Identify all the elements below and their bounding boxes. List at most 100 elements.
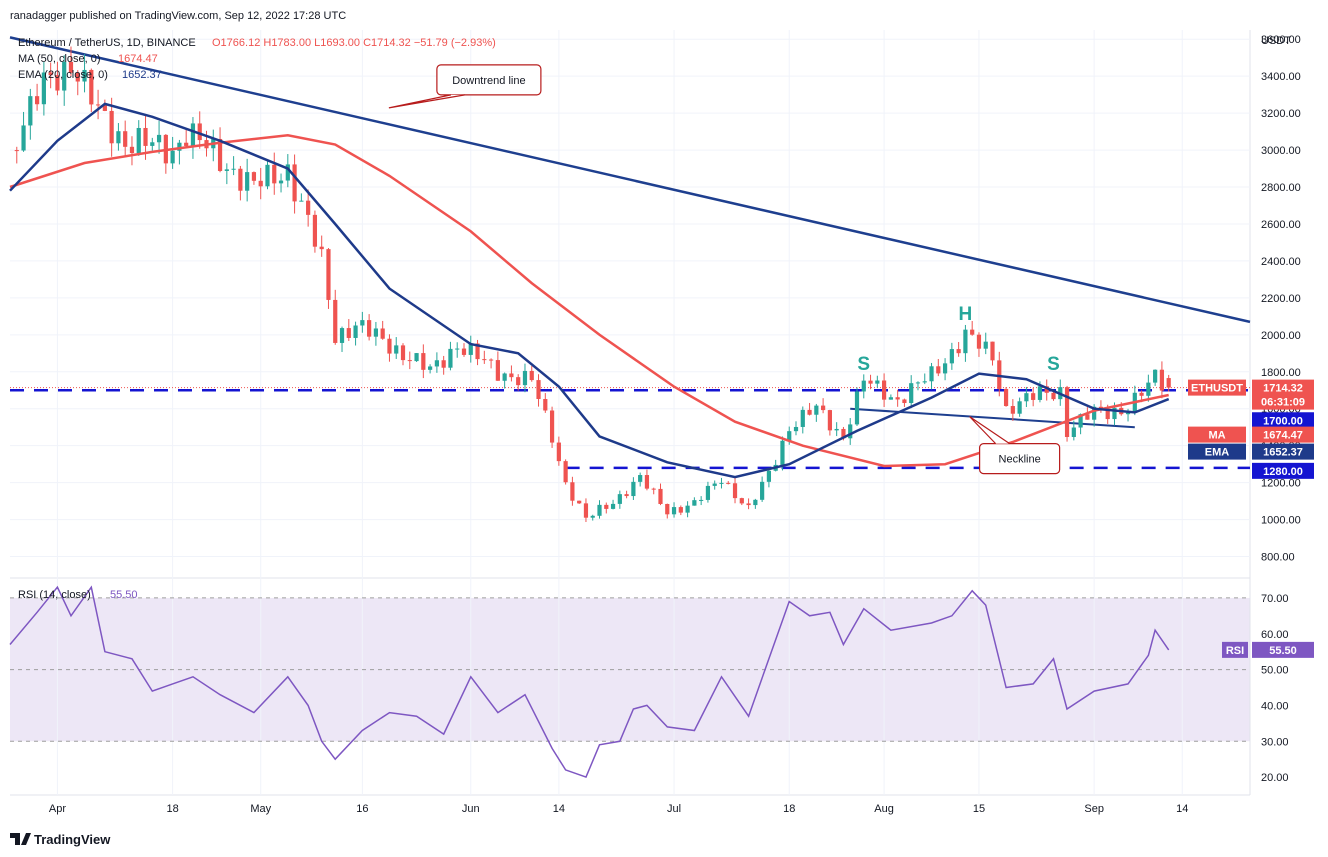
price-tick-label: 2800.00 — [1261, 182, 1301, 194]
candle-body — [922, 381, 927, 383]
candle-body — [875, 380, 880, 384]
candle-body — [746, 503, 751, 506]
candle-body — [841, 428, 846, 439]
candles — [14, 46, 1171, 523]
annotations: Downtrend line Neckline S H S — [388, 64, 1061, 475]
candle-body — [1024, 393, 1029, 402]
candle-body — [624, 494, 629, 497]
ohlc-values: O1766.12 H1783.00 L1693.00 C1714.32 −51.… — [212, 37, 496, 49]
candle-body — [936, 366, 941, 374]
rsi-legend[interactable]: RSI (14, close) — [18, 589, 91, 601]
price-tag-label: ETHUSDT — [1191, 383, 1243, 395]
candle-body — [190, 123, 196, 146]
candle-body — [353, 325, 358, 338]
price-tick-label: 2600.00 — [1261, 219, 1301, 231]
legend-rsi: RSI (14, close) 55.50 — [18, 589, 138, 601]
candle-body — [482, 359, 487, 361]
candle-body — [306, 200, 311, 215]
price-tag-value-bg — [1252, 379, 1314, 410]
instrument-title[interactable]: Ethereum / TetherUS, 1D, BINANCE — [18, 37, 196, 49]
candle-body — [692, 500, 697, 506]
ema-legend[interactable]: EMA (20, close, 0) — [18, 69, 108, 81]
candle-body — [678, 507, 683, 513]
ema-legend-value: 1652.37 — [122, 69, 162, 81]
rsi-axis[interactable]: 20.00 30.00 40.00 50.00 60.00 70.00 — [1261, 593, 1289, 784]
candle-body — [143, 127, 148, 146]
published-by: ranadagger published on TradingView.com,… — [10, 10, 346, 22]
candle-body — [21, 125, 26, 151]
candle-body — [1010, 406, 1015, 414]
candle-body — [394, 345, 399, 354]
support-levels — [10, 387, 1250, 470]
downtrend-trendline — [9, 36, 1251, 324]
candle-body — [1159, 369, 1165, 391]
tradingview-brand: TradingView — [34, 832, 111, 847]
candle-body — [129, 146, 135, 154]
candle-body — [197, 123, 202, 141]
candle-body — [367, 320, 372, 337]
rsi-tag-value-bg — [1252, 641, 1314, 658]
candle-body — [807, 409, 812, 415]
candle-body — [224, 169, 229, 171]
candle-body — [529, 370, 534, 381]
candle-body — [760, 481, 765, 500]
price-tick-label: 1000.00 — [1261, 515, 1301, 527]
candle-body — [909, 383, 914, 404]
candle-body — [1003, 388, 1009, 407]
candle-body — [848, 424, 853, 439]
rsi-tick-label: 60.00 — [1261, 629, 1289, 641]
candle-body — [35, 96, 40, 105]
candle-body — [766, 470, 772, 482]
tradingview-logo[interactable]: TradingView — [10, 832, 111, 847]
candle-body — [604, 504, 609, 509]
candle-body — [881, 380, 887, 400]
candle-body — [312, 214, 318, 247]
candle-body — [339, 328, 345, 343]
candle-body — [265, 164, 270, 187]
price-tags: ETHUSDT 1714.32 06:31:09 1700.00 1280.00 MA 16… — [1188, 379, 1314, 658]
candle-body — [109, 110, 114, 144]
candle-body — [231, 168, 236, 170]
candle-body — [177, 142, 182, 151]
candle-body — [658, 488, 663, 504]
candle-body — [251, 172, 257, 181]
callout-pointer — [969, 416, 1010, 445]
candle-body — [217, 138, 223, 171]
candle-body — [41, 72, 46, 105]
candle-body — [150, 142, 155, 146]
neckline-label: Neckline — [999, 454, 1041, 466]
candle-body — [814, 405, 819, 415]
candle-body — [780, 440, 785, 465]
candle-body — [719, 482, 724, 484]
candle-body — [1146, 382, 1151, 396]
candle-body — [590, 515, 595, 518]
price-tick-label: 2000.00 — [1261, 330, 1301, 342]
price-tag-value: 1714.32 — [1263, 383, 1303, 395]
candle-body — [1031, 393, 1036, 400]
candle-body — [68, 61, 74, 73]
candle-body — [502, 373, 507, 381]
rsi-tick-label: 20.00 — [1261, 772, 1289, 784]
time-axis[interactable]: Apr 18 May 16 Jun 14 Jul 18 Aug 15 Sep 14 — [49, 803, 1188, 815]
candle-body — [299, 200, 304, 202]
ma-legend[interactable]: MA (50, close, 0) — [18, 53, 101, 65]
level-tag-bg — [1252, 412, 1314, 429]
candle-body — [1085, 414, 1090, 420]
candle-body — [475, 343, 480, 360]
candle-body — [651, 488, 656, 490]
ma-50-line — [9, 134, 1169, 468]
time-tick-label: Aug — [874, 803, 894, 815]
candle-body — [1125, 412, 1131, 415]
pattern-label: H — [959, 304, 973, 325]
price-axis[interactable]: 800.001000.001200.001400.001600.001800.0… — [1261, 34, 1301, 563]
candle-body — [95, 104, 101, 106]
candle-body — [583, 503, 589, 518]
callout-box — [436, 64, 542, 96]
candle-body — [75, 72, 80, 82]
candle-body — [976, 334, 982, 349]
candle-body — [373, 328, 379, 337]
candle-body — [346, 328, 351, 338]
candle-body — [319, 246, 324, 250]
main-pane[interactable] — [10, 30, 1250, 575]
